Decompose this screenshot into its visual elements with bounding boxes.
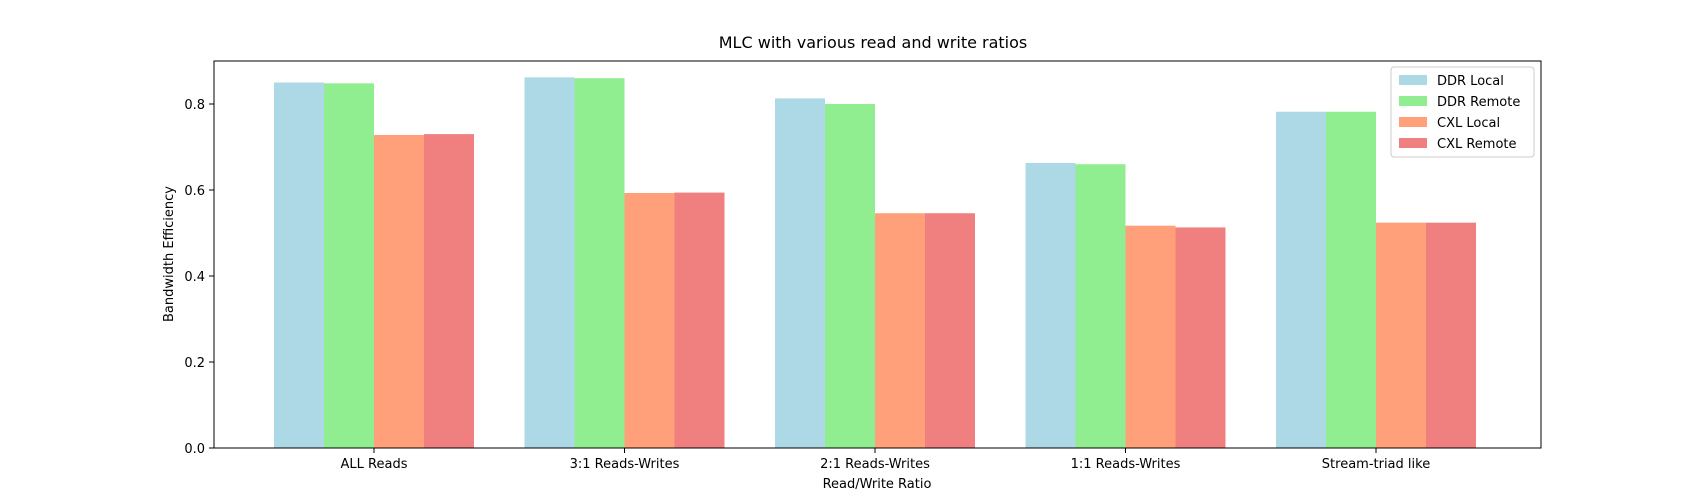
legend-swatch [1399,75,1427,85]
bar-cxl-local-3 [1125,225,1176,448]
legend-label: CXL Local [1437,116,1500,131]
y-tick-label: 0.6 [184,184,205,199]
bar-cxl-remote-3 [1175,227,1226,448]
bar-cxl-local-2 [875,213,925,448]
bar-ddr-local-3 [1025,162,1076,448]
legend: DDR Local DDR Remote CXL Local CXL Remote [1390,66,1535,158]
bar-cxl-local-1 [624,193,675,448]
y-tick-label: 0.8 [184,98,205,113]
bar-ddr-remote-3 [1075,164,1126,448]
legend-label: DDR Remote [1437,95,1520,110]
legend-swatch [1399,117,1427,127]
bar-ddr-local-4 [1276,111,1326,449]
bar-cxl-local-4 [1376,222,1426,448]
x-tick-label: 1:1 Reads-Writes [1071,457,1181,472]
y-tick-label: 0.4 [184,270,205,285]
x-tick-label: 3:1 Reads-Writes [570,457,680,472]
x-tick-label: 2:1 Reads-Writes [820,457,930,472]
bar-ddr-local-1 [524,77,575,448]
plot-area-frame [213,60,1542,449]
y-tick-label: 0.2 [184,356,205,371]
bars-group [274,77,1476,449]
bar-ddr-local-2 [775,98,825,448]
bar-ddr-remote-4 [1326,111,1376,449]
bar-ddr-local-0 [274,82,324,448]
bar-ddr-remote-1 [574,78,625,448]
bar-cxl-remote-4 [1426,222,1476,448]
x-tick-label: Stream-triad like [1322,457,1430,472]
bar-ddr-remote-0 [324,83,374,449]
bar-cxl-local-0 [374,134,424,448]
legend-label: DDR Local [1437,74,1504,89]
x-axis-ticks: ALL Reads 3:1 Reads-Writes 2:1 Reads-Write… [341,448,1430,472]
legend-swatch [1399,138,1427,148]
y-tick-label: 0.0 [184,442,205,457]
x-axis-label: Read/Write Ratio [823,477,932,492]
legend-label: CXL Remote [1437,137,1517,152]
bar-ddr-remote-2 [825,104,875,448]
bar-cxl-remote-1 [674,192,725,448]
bar-cxl-remote-0 [424,134,474,448]
y-axis-ticks: 0.0 0.2 0.4 0.6 0.8 [184,98,214,457]
legend-swatch [1399,96,1427,106]
bar-cxl-remote-2 [925,213,975,448]
legend-box [1390,66,1535,158]
x-tick-label: ALL Reads [341,457,408,472]
y-axis-label: Bandwidth Efficiency [162,186,177,322]
chart-title: MLC with various read and write ratios [719,33,1028,52]
